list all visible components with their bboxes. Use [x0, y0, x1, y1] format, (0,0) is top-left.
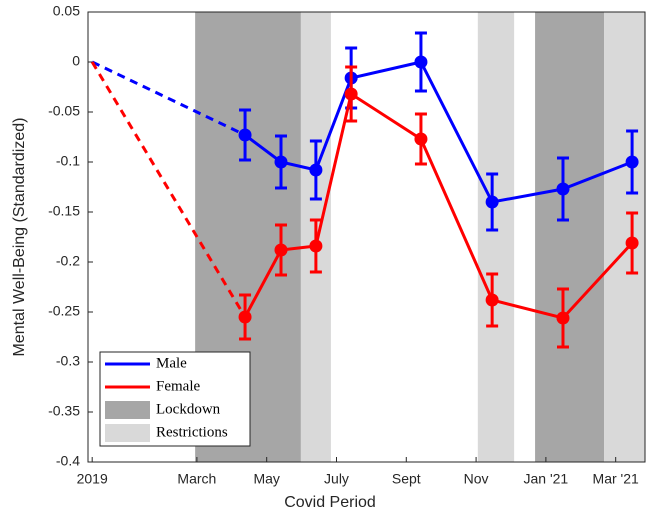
- y-tick-label: 0: [72, 53, 80, 69]
- x-axis-label: Covid Period: [284, 494, 376, 511]
- y-tick-label: -0.15: [48, 203, 80, 219]
- marker: [309, 163, 323, 177]
- marker: [309, 239, 323, 253]
- y-tick-label: -0.2: [56, 253, 80, 269]
- marker: [238, 128, 252, 142]
- marker: [485, 195, 499, 209]
- x-tick-label: May: [253, 471, 279, 487]
- y-axis-label: Mental Well-Being (Standardized): [11, 118, 28, 357]
- marker: [556, 182, 570, 196]
- marker: [556, 311, 570, 325]
- plot-frame: [87, 11, 646, 463]
- shaded-period: [477, 12, 515, 462]
- legend-swatch: [105, 424, 150, 442]
- marker: [238, 310, 252, 324]
- legend-label: Male: [156, 355, 187, 371]
- x-tick-label: July: [324, 471, 349, 487]
- y-tick-label: -0.25: [48, 303, 80, 319]
- marker: [344, 87, 358, 101]
- x-tick-label: March: [177, 471, 216, 487]
- x-tick-label: Nov: [464, 471, 489, 487]
- y-tick-label: -0.05: [48, 103, 80, 119]
- shaded-period: [604, 12, 645, 462]
- legend-label: Female: [156, 378, 200, 394]
- marker: [414, 132, 428, 146]
- legend-label: Lockdown: [156, 401, 221, 417]
- x-tick-label: 2019: [77, 471, 108, 487]
- marker: [485, 293, 499, 307]
- legend-label: Restrictions: [156, 424, 228, 440]
- y-tick-label: -0.35: [48, 403, 80, 419]
- x-tick-label: Sept: [392, 471, 421, 487]
- y-tick-label: -0.1: [56, 153, 80, 169]
- marker: [274, 243, 288, 257]
- shaded-period: [535, 12, 605, 462]
- marker: [414, 55, 428, 69]
- legend-swatch: [105, 401, 150, 419]
- dashed-segment: [90, 61, 247, 318]
- x-tick-label: Jan '21: [524, 471, 569, 487]
- y-tick-label: -0.4: [56, 453, 80, 469]
- y-tick-label: 0.05: [53, 3, 80, 19]
- marker: [625, 236, 639, 250]
- marker: [625, 155, 639, 169]
- x-tick-label: Mar '21: [593, 471, 639, 487]
- y-tick-label: -0.3: [56, 353, 80, 369]
- dashed-segment: [91, 60, 246, 137]
- marker: [274, 155, 288, 169]
